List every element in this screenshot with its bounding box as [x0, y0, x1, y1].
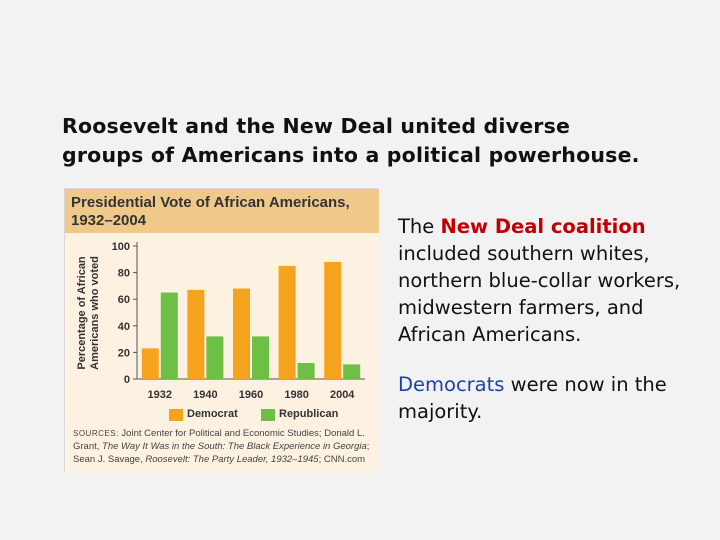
chart-header: Presidential Vote of African Americans, … [65, 189, 379, 233]
paragraph-coalition: The New Deal coalition included southern… [398, 213, 698, 348]
y-axis-title-line-1: Percentage of African [76, 256, 88, 370]
x-tick-label: 1940 [193, 389, 217, 401]
body-text: The New Deal coalition included southern… [398, 213, 698, 425]
sources-label: SOURCES: [73, 429, 119, 438]
slide-title-line-2: groups of Americans into a political pow… [62, 143, 640, 167]
y-tick-label: 40 [118, 321, 130, 333]
chart-sources: SOURCES: Joint Center for Political and … [73, 427, 377, 466]
legend-swatch-republican [261, 409, 275, 421]
y-tick-label: 20 [118, 347, 130, 359]
bar-republican-2004 [343, 364, 361, 379]
p1-prefix: The [398, 215, 441, 238]
chart-figure: Presidential Vote of African Americans, … [64, 188, 379, 473]
y-tick-label: 60 [118, 294, 130, 306]
sources-text-3: ; CNN.com [318, 454, 366, 465]
new-deal-coalition-term: New Deal coalition [440, 215, 646, 238]
chart-title-line-1: Presidential Vote of African Americans, [71, 194, 350, 211]
x-tick-label: 1960 [239, 389, 263, 401]
bar-republican-1960 [252, 336, 269, 379]
bar-democrat-1940 [187, 289, 205, 379]
legend-swatch-democrat [169, 409, 183, 421]
bar-democrat-1960 [233, 288, 250, 379]
bar-republican-1940 [206, 336, 224, 379]
legend-label-democrat: Democrat [187, 408, 238, 420]
y-tick-label: 0 [124, 374, 130, 386]
x-tick-label: 1980 [284, 389, 308, 401]
chart-title-line-2: 1932–2004 [71, 212, 147, 229]
sources-book-2: Roosevelt: The Party Leader, 1932–1945 [145, 454, 319, 465]
x-tick-label: 1932 [148, 389, 172, 401]
slide-title: Roosevelt and the New Deal united divers… [62, 112, 702, 170]
bar-democrat-2004 [324, 261, 342, 379]
sources-text-2: ; Sean J. Savage, [73, 441, 370, 465]
legend-label-republican: Republican [279, 408, 339, 420]
y-tick-label: 80 [118, 268, 130, 280]
bar-chart: 0 20 40 60 80 100 Percentage of African America… [76, 241, 365, 401]
bar-democrat-1932 [141, 348, 159, 379]
y-tick-label: 100 [112, 241, 130, 253]
bar-republican-1932 [160, 292, 178, 379]
x-tick-label: 2004 [330, 389, 355, 401]
y-axis-title-line-2: Americans who voted [89, 256, 101, 370]
democrats-term: Democrats [398, 373, 505, 396]
bar-republican-1980 [297, 363, 315, 379]
sources-book-1: The Way It Was in the South: The Black E… [102, 441, 367, 452]
bar-democrat-1980 [278, 265, 296, 379]
paragraph-democrats: Democrats were now in the majority. [398, 371, 698, 425]
p1-rest: included southern whites, northern blue-… [398, 242, 681, 346]
slide-title-line-1: Roosevelt and the New Deal united divers… [62, 114, 571, 138]
p2-rest: were now in the majority. [398, 373, 667, 423]
sources-text-1: Joint Center for Political and Economic … [73, 428, 365, 452]
